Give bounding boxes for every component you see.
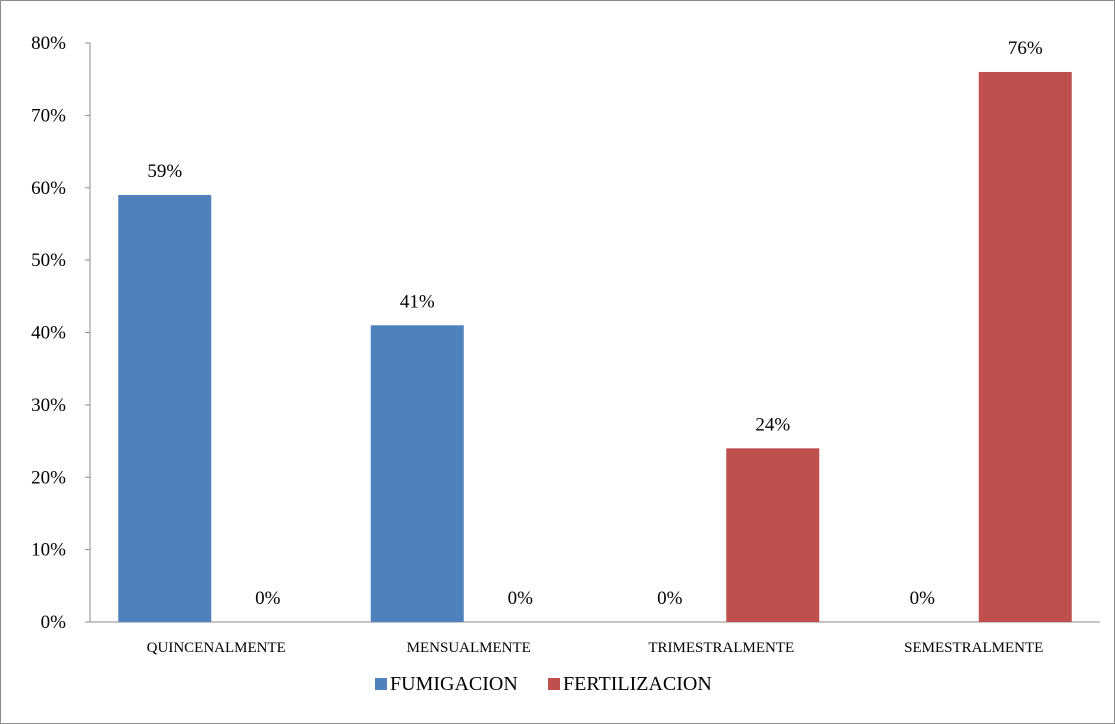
data-label: 0%: [508, 588, 534, 609]
legend-swatch: [375, 678, 387, 690]
legend-label: FUMIGACION: [390, 673, 518, 695]
bar: [726, 448, 820, 622]
data-label: 0%: [255, 588, 281, 609]
y-tick-label: 0%: [41, 612, 67, 633]
data-label: 24%: [755, 414, 790, 435]
y-tick-label: 80%: [31, 33, 66, 54]
bar: [370, 325, 464, 622]
data-label: 59%: [147, 161, 182, 182]
bar: [118, 194, 212, 623]
bars: [118, 71, 1072, 623]
data-labels: 59% 0% 41% 0% 0% 24% 0% 76%: [147, 38, 1043, 609]
y-tick-label: 50%: [31, 250, 66, 271]
legend-swatch: [548, 678, 560, 690]
category-labels: QUINCENALMENTE MENSUALMENTE TRIMESTRALMENT…: [147, 640, 1044, 656]
legend: FUMIGACION FERTILIZACION: [375, 673, 712, 695]
y-tick-label: 30%: [31, 395, 66, 416]
y-tick-label: 40%: [31, 323, 66, 344]
category-label: QUINCENALMENTE: [147, 640, 286, 656]
y-tick-label: 10%: [31, 540, 66, 561]
data-label: 0%: [657, 588, 683, 609]
y-axis-ticks: 0% 10% 20% 30% 40% 50% 60% 70% 80%: [31, 33, 90, 633]
category-label: SEMESTRALMENTE: [904, 640, 1043, 656]
y-tick-label: 60%: [31, 178, 66, 199]
data-label: 41%: [400, 291, 435, 312]
y-tick-label: 20%: [31, 467, 66, 488]
legend-label: FERTILIZACION: [563, 673, 712, 695]
data-label: 0%: [910, 588, 936, 609]
category-label: TRIMESTRALMENTE: [648, 640, 794, 656]
data-label: 76%: [1008, 38, 1043, 59]
bar: [978, 71, 1072, 622]
y-tick-label: 70%: [31, 105, 66, 126]
category-label: MENSUALMENTE: [407, 640, 531, 656]
axes: [89, 43, 1100, 623]
